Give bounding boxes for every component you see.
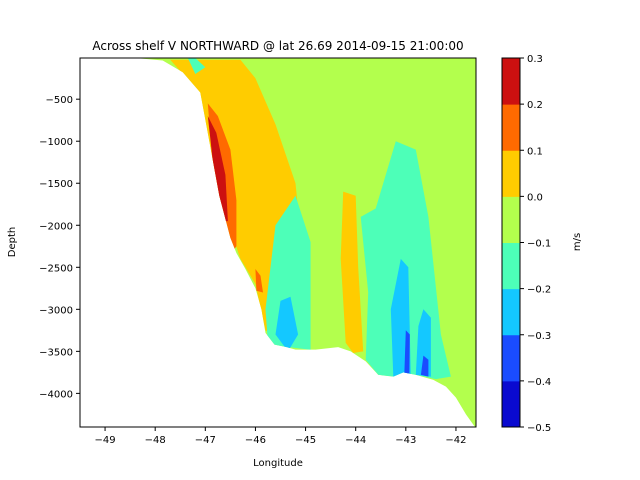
chart-title: Across shelf V NORTHWARD @ lat 26.69 201… xyxy=(92,39,463,53)
x-axis-label: Longitude xyxy=(253,458,303,469)
y-tick-label-3: −2000 xyxy=(39,221,73,232)
colorbar: −0.5 −0.4 −0.3 −0.2 −0.1 0.0 0.1 0.2 0.3 xyxy=(501,54,551,434)
contour-fields xyxy=(135,58,476,427)
colorbar-band-5 xyxy=(502,150,520,197)
colorbar-band-2 xyxy=(502,288,520,336)
colorbar-band-7 xyxy=(502,58,520,105)
colorbar-tick-label-0: −0.5 xyxy=(527,423,551,434)
colorbar-label: m/s xyxy=(572,233,583,251)
contour-region-2 xyxy=(207,116,228,222)
colorbar-band-0 xyxy=(502,380,520,428)
contour-region-3 xyxy=(255,269,263,293)
x-tick-label-6: −43 xyxy=(395,435,416,446)
colorbar-tick-label-2: −0.3 xyxy=(527,331,551,342)
plot-frame xyxy=(79,57,477,428)
y-tick-label-1: −1000 xyxy=(39,137,73,148)
colorbar-tick-label-3: −0.2 xyxy=(527,285,551,296)
contour-region-11 xyxy=(404,330,410,377)
y-tick-label-6: −3500 xyxy=(39,347,73,358)
contour-region-4 xyxy=(340,191,364,353)
contour-region-6 xyxy=(265,195,311,350)
y-tick-label-0: −500 xyxy=(46,95,73,106)
x-tick-label-1: −48 xyxy=(145,435,166,446)
y-tick-label-2: −1500 xyxy=(39,179,73,190)
y-tick-label-4: −2500 xyxy=(39,263,73,274)
x-tick-label-7: −42 xyxy=(445,435,466,446)
x-tick-label-4: −45 xyxy=(295,435,316,446)
y-tick-label-7: −4000 xyxy=(39,389,73,400)
contour-region-12 xyxy=(420,355,429,377)
axes: −49 −48 −47 −46 −45 −44 −43 −42 −500 −1000 −1500 −2… xyxy=(39,57,477,446)
x-tick-label-0: −49 xyxy=(95,435,116,446)
x-tick-label-2: −47 xyxy=(195,435,216,446)
colorbar-band-3 xyxy=(502,242,520,290)
contour-region-13 xyxy=(187,58,206,74)
x-tick-label-3: −46 xyxy=(245,435,266,446)
contour-regions xyxy=(170,58,451,380)
colorbar-tick-label-1: −0.4 xyxy=(527,377,551,388)
colorbar-band-6 xyxy=(502,104,520,151)
y-tick-label-5: −3000 xyxy=(39,305,73,316)
x-tick-label-5: −44 xyxy=(345,435,366,446)
y-axis-label: Depth xyxy=(7,227,18,257)
colorbar-band-1 xyxy=(502,334,520,382)
colorbar-tick-label-6: 0.1 xyxy=(527,146,543,157)
colorbar-tick-label-5: 0.0 xyxy=(527,192,543,203)
colorbar-tick-label-8: 0.3 xyxy=(527,54,543,65)
colorbar-band-4 xyxy=(502,196,520,243)
plot-area xyxy=(135,58,476,427)
colorbar-tick-label-4: −0.1 xyxy=(527,239,551,250)
colorbar-tick-label-7: 0.2 xyxy=(527,100,543,111)
contour-region-7 xyxy=(275,296,299,352)
